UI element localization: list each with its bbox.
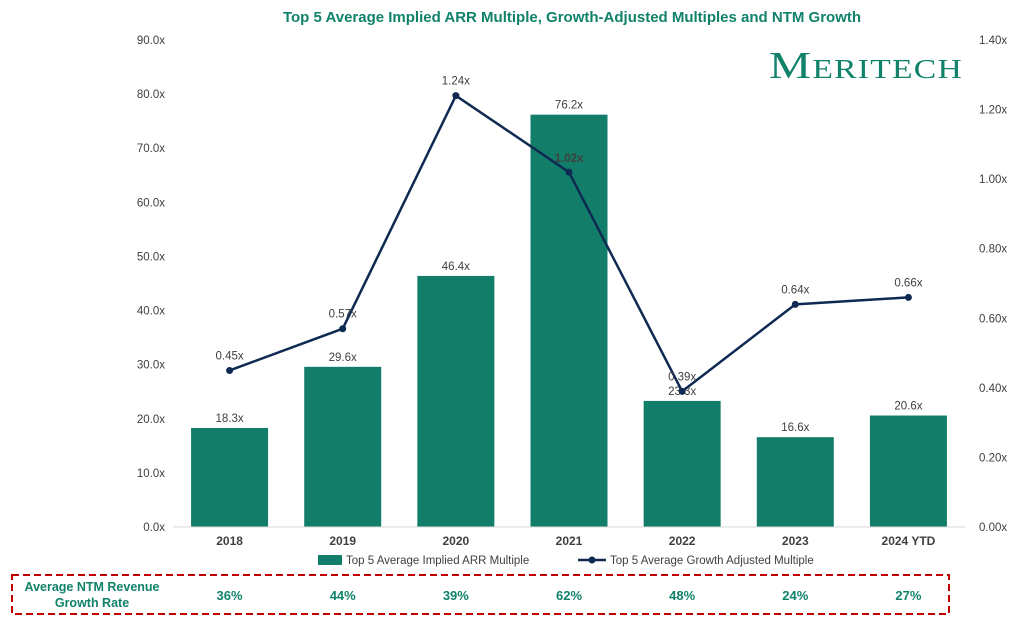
legend-bar-label: Top 5 Average Implied ARR Multiple xyxy=(346,555,529,567)
left-axis-tick-label: 0.0x xyxy=(143,522,165,534)
bar-2021 xyxy=(530,114,608,527)
line-point-2022 xyxy=(678,387,686,395)
x-category-label: 2019 xyxy=(329,534,356,548)
line-point-2019 xyxy=(339,325,347,333)
line-data-labels: 0.45x 0.57x 1.24x 1.02x 0.39x 0.64x 0.66x xyxy=(216,76,923,384)
growth-row-label-line1: Average NTM Revenue xyxy=(25,580,160,594)
x-category-label: 2023 xyxy=(782,534,809,548)
growth-rate-value: 27% xyxy=(895,588,921,603)
left-axis-tick-label: 50.0x xyxy=(137,251,165,263)
line-data-label: 1.24x xyxy=(442,76,470,88)
right-y-axis: 0.00x 0.20x 0.40x 0.60x 0.80x 1.00x 1.20x 1.40x xyxy=(979,35,1007,534)
bar-data-label: 76.2x xyxy=(555,100,583,112)
growth-rate-value: 62% xyxy=(556,588,582,603)
chart-title: Top 5 Average Implied ARR Multiple, Grow… xyxy=(283,9,861,26)
bar-2018 xyxy=(191,427,269,527)
bar-data-label: 20.6x xyxy=(894,401,922,413)
right-axis-tick-label: 0.60x xyxy=(979,313,1007,325)
bar-data-label: 16.6x xyxy=(781,422,809,434)
x-category-label: 2018 xyxy=(216,534,243,548)
line-data-label: 0.57x xyxy=(329,309,357,321)
growth-rate-value: 48% xyxy=(669,588,695,603)
growth-rate-value: 36% xyxy=(217,588,243,603)
x-category-label: 2021 xyxy=(556,534,583,548)
legend: Top 5 Average Implied ARR Multiple Top 5… xyxy=(318,555,814,567)
right-axis-tick-label: 1.20x xyxy=(979,105,1007,117)
left-axis-tick-label: 10.0x xyxy=(137,468,165,480)
left-y-axis: 0.0x 10.0x 20.0x 30.0x 40.0x 50.0x 60.0x 70.0x 8… xyxy=(137,35,165,534)
bar-2024-ytd xyxy=(869,415,947,527)
line-data-label: 0.39x xyxy=(668,371,696,383)
growth-row-values: 36% 44% 39% 62% 48% 24% 27% xyxy=(217,588,922,603)
left-axis-tick-label: 90.0x xyxy=(137,35,165,47)
right-axis-tick-label: 1.40x xyxy=(979,35,1007,47)
line-data-label: 0.45x xyxy=(216,350,244,362)
right-axis-tick-label: 0.20x xyxy=(979,452,1007,464)
line-point-2020 xyxy=(452,92,460,100)
x-category-label: 2020 xyxy=(443,534,470,548)
bar-2023 xyxy=(756,437,834,527)
legend-line-label: Top 5 Average Growth Adjusted Multiple xyxy=(610,555,814,567)
growth-rate-value: 39% xyxy=(443,588,469,603)
left-axis-tick-label: 70.0x xyxy=(137,143,165,155)
right-axis-tick-label: 0.00x xyxy=(979,522,1007,534)
growth-row-box xyxy=(11,574,950,615)
line-data-label: 1.02x xyxy=(555,153,584,165)
bar-2019 xyxy=(304,366,382,527)
right-axis-tick-label: 1.00x xyxy=(979,174,1007,186)
legend-line-marker xyxy=(588,556,596,564)
x-category-label: 2022 xyxy=(669,534,696,548)
line-point-2023 xyxy=(791,300,799,308)
bar-data-label: 29.6x xyxy=(329,352,357,364)
right-axis-tick-label: 0.80x xyxy=(979,244,1007,256)
right-axis-tick-label: 0.40x xyxy=(979,383,1007,395)
growth-row-label-line2: Growth Rate xyxy=(55,596,129,610)
line-data-label: 0.64x xyxy=(781,284,809,296)
growth-rate-value: 24% xyxy=(782,588,808,603)
line-data-label: 0.66x xyxy=(894,277,922,289)
left-axis-tick-label: 40.0x xyxy=(137,306,165,318)
bar-2022 xyxy=(643,400,721,527)
bar-2020 xyxy=(417,275,495,527)
line-point-2018 xyxy=(226,366,234,374)
x-category-label: 2024 YTD xyxy=(882,534,936,548)
left-axis-tick-label: 20.0x xyxy=(137,414,165,426)
left-axis-tick-label: 80.0x xyxy=(137,89,165,101)
bar-data-label: 18.3x xyxy=(216,413,244,425)
x-axis-categories: 2018 2019 2020 2021 2022 2023 2024 YTD xyxy=(216,534,935,548)
left-axis-tick-label: 60.0x xyxy=(137,197,165,209)
line-point-2024-ytd xyxy=(904,293,912,301)
left-axis-tick-label: 30.0x xyxy=(137,360,165,372)
bar-series xyxy=(191,114,947,527)
legend-bar-swatch xyxy=(318,555,342,565)
line-series xyxy=(226,92,912,395)
growth-rate-value: 44% xyxy=(330,588,356,603)
line-point-2021 xyxy=(565,168,573,176)
meritech-logo: Meritech xyxy=(769,45,963,87)
bar-data-label: 46.4x xyxy=(442,261,470,273)
